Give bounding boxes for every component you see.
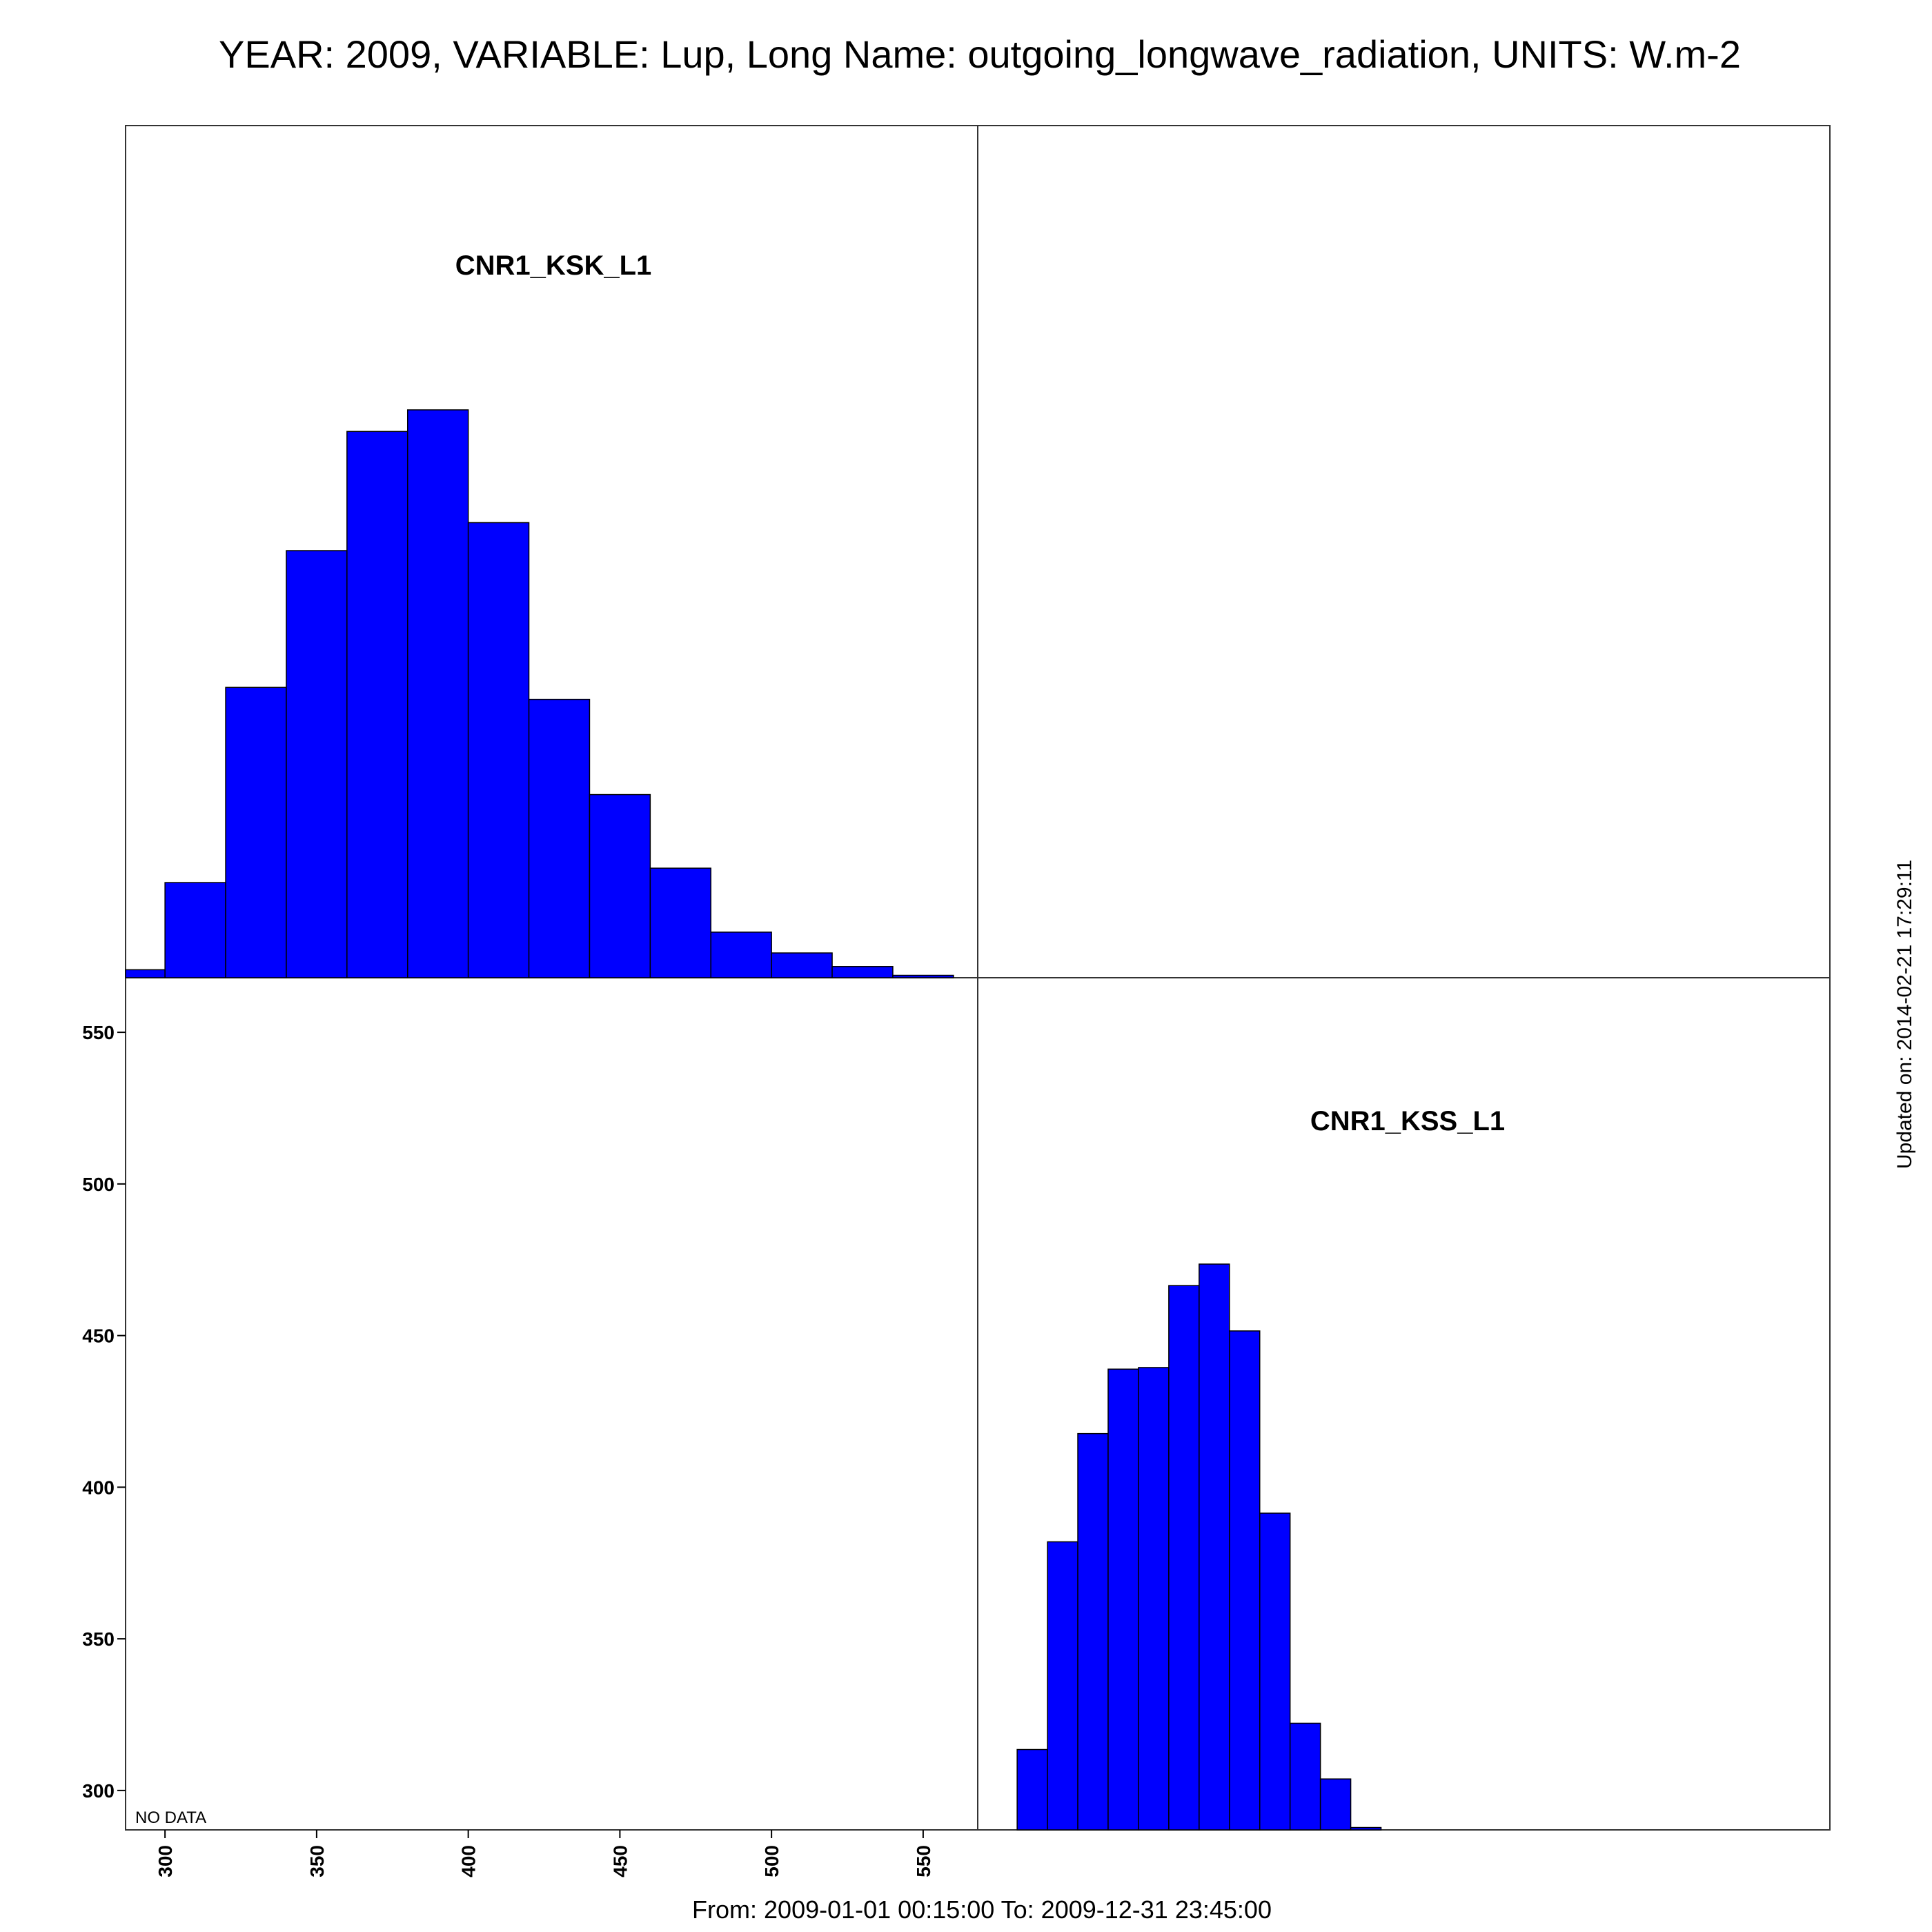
panel-frame-bottom-left (125, 977, 978, 1831)
panel-label-ksk: CNR1_KSK_L1 (455, 250, 652, 281)
histogram-bar (1229, 1330, 1261, 1831)
y-tick-label: 300 (82, 1780, 115, 1802)
histogram-bar (164, 882, 226, 978)
histogram-bar (1259, 1512, 1291, 1831)
histogram-bar (286, 550, 348, 978)
panel-label-kss: CNR1_KSS_L1 (1310, 1106, 1505, 1136)
y-tick-label: 450 (82, 1325, 115, 1347)
x-tick-label: 350 (306, 1845, 328, 1877)
date-range-footer: From: 2009-01-01 00:15:00 To: 2009-12-31… (692, 1895, 1272, 1924)
histogram-bar (710, 931, 772, 978)
y-tick-label: 500 (82, 1174, 115, 1195)
updated-on-label: Updated on: 2014-02-21 17:29:11 (1893, 860, 1916, 1169)
no-data-note: NO DATA (135, 1808, 206, 1827)
histogram-bar (406, 409, 469, 978)
panel-frame-bottom-right (977, 977, 1831, 1831)
x-tick-label: 550 (913, 1845, 934, 1877)
histogram-bar (125, 969, 166, 978)
x-tick-label: 300 (155, 1845, 176, 1877)
histogram-bar (1138, 1367, 1170, 1831)
panels (125, 125, 1831, 1831)
histogram-bar (649, 867, 711, 978)
x-axis-ticks: 300 350 400 450 500 550 (155, 1830, 934, 1877)
histogram-bar (892, 974, 954, 978)
histogram-bar (1047, 1541, 1078, 1831)
y-tick-label: 350 (82, 1628, 115, 1650)
histogram-bar (1319, 1778, 1352, 1831)
histogram-bar (1289, 1722, 1321, 1831)
histogram-bar (1107, 1368, 1139, 1831)
histogram-bar (589, 793, 651, 978)
histogram-bar (1350, 1826, 1382, 1831)
histogram-bar (467, 522, 530, 978)
panel-frame-top-right (977, 125, 1831, 978)
x-tick-label: 400 (458, 1845, 480, 1877)
histogram-bar (225, 687, 287, 978)
x-tick-label: 500 (761, 1845, 782, 1877)
histogram-bar (831, 966, 894, 978)
histogram-kss (1016, 1263, 1382, 1831)
x-tick-label: 450 (609, 1845, 631, 1877)
y-tick-label: 400 (82, 1477, 115, 1498)
histogram-bar (346, 431, 408, 978)
chart-title: YEAR: 2009, VARIABLE: Lup, Long Name: ou… (219, 32, 1741, 76)
y-tick-label: 550 (82, 1022, 115, 1043)
histogram-bar (1199, 1263, 1230, 1831)
histogram-ksk (125, 409, 954, 978)
y-axis-ticks: 300 350 400 450 500 550 (82, 1022, 126, 1802)
histogram-bar (1168, 1285, 1200, 1831)
histogram-bar (771, 952, 833, 978)
histogram-bar (528, 698, 591, 978)
histogram-bar (1077, 1432, 1109, 1831)
histogram-bar (1016, 1748, 1048, 1831)
